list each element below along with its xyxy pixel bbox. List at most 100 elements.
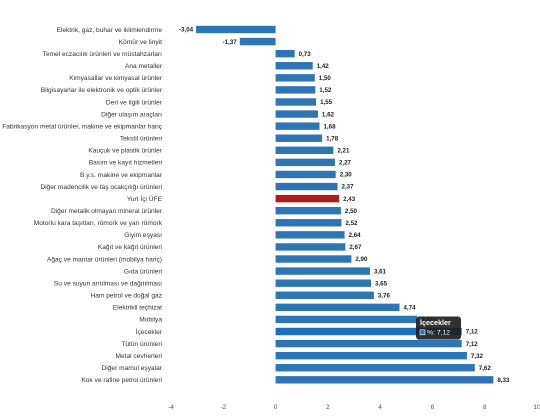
value-label: 2,50: [345, 208, 358, 215]
category-label: Kauçuk ve plastik ürünler: [88, 148, 162, 155]
bar[interactable]: [275, 267, 370, 275]
tooltip-title: İçecekler: [420, 318, 451, 327]
category-label: Diğer ulaşım araçları: [101, 111, 162, 118]
bar[interactable]: [275, 110, 318, 118]
bar[interactable]: [275, 158, 335, 167]
category-label: Kağıt ve kağıt ürünleri: [98, 244, 163, 251]
value-label: 2,90: [355, 256, 368, 263]
value-label: 1,78: [326, 135, 339, 142]
bar[interactable]: [275, 243, 346, 251]
value-label: 1,55: [320, 99, 333, 106]
value-label: 2,43: [343, 196, 356, 203]
value-label: 4,74: [403, 305, 416, 312]
value-label: 1,50: [319, 75, 332, 82]
category-label: Elektrikli teçhizat: [113, 305, 162, 312]
x-tick-label: -4: [168, 404, 174, 411]
value-label: 1,62: [322, 111, 335, 118]
bar[interactable]: [275, 351, 467, 360]
x-tick-label: 4: [378, 404, 382, 411]
value-label: 8,33: [497, 377, 510, 384]
bar[interactable]: [275, 219, 342, 227]
bar[interactable]: [275, 122, 320, 130]
bar[interactable]: [275, 146, 334, 154]
bar[interactable]: [275, 327, 462, 336]
value-label: -1,37: [223, 39, 238, 46]
value-label: 7,62: [479, 365, 492, 372]
bar[interactable]: [275, 315, 418, 324]
category-label: Diğer madencilik ve taş ocakçılığı ürünl…: [40, 184, 162, 191]
bar[interactable]: [275, 98, 317, 106]
category-label: Yurt İçi ÜFE: [127, 194, 163, 203]
bar[interactable]: [275, 364, 475, 372]
value-label: 7,12: [466, 341, 479, 348]
bar[interactable]: [275, 207, 341, 215]
value-label: 1,42: [317, 63, 330, 70]
category-labels-layer: Elektrik, gaz, buhar ve iklimlendirme Köm…: [2, 27, 163, 384]
bar[interactable]: [275, 182, 338, 191]
category-label: Temel eczacılık ürünleri ve müstahzarlar…: [43, 51, 163, 58]
category-label: Kok ve rafine petrol ürünleri: [81, 377, 162, 384]
value-label: 2,30: [340, 172, 353, 179]
value-label: 2,37: [342, 184, 355, 191]
category-label: Ağaç ve mantar ürünleri (mobilya hariç): [47, 256, 162, 263]
value-label: 2,64: [349, 232, 362, 239]
category-label: B.y.s. makine ve ekipmanlar: [80, 172, 163, 179]
bar[interactable]: [275, 86, 316, 94]
bar[interactable]: [275, 170, 336, 179]
bar[interactable]: [275, 291, 374, 299]
category-label: Ham petrol ve doğal gaz: [91, 293, 162, 300]
bars-layer: [196, 25, 494, 384]
bar[interactable]: [275, 303, 400, 312]
category-label: Tekstil ürünleri: [120, 136, 163, 143]
category-label: Motorlu kara taşıtları, römork ve yarı r…: [34, 220, 163, 227]
bar[interactable]: [275, 279, 371, 287]
category-label: Deri ve ilgili ürünler: [106, 99, 163, 106]
category-label: Su ve suyun arıtılması ve dağıtılması: [54, 280, 162, 287]
category-label: Basım ve kayıt hizmetleri: [89, 160, 163, 167]
value-label: 2,27: [339, 160, 352, 167]
bar[interactable]: [275, 49, 295, 58]
category-label: Mobilya: [139, 317, 162, 324]
value-label: -3,04: [179, 27, 194, 34]
value-label: 7,32: [471, 353, 484, 360]
x-tick-label: 0: [274, 404, 278, 411]
value-label: 0,73: [299, 51, 312, 58]
bar[interactable]: [275, 74, 315, 82]
tooltip-label: %: 7,12: [427, 330, 450, 337]
bar[interactable]: [196, 25, 276, 34]
value-label: 3,76: [378, 292, 391, 299]
category-label: Elektrik, gaz, buhar ve iklimlendirme: [56, 27, 162, 34]
bar[interactable]: [275, 194, 340, 203]
value-label: 7,12: [466, 329, 479, 336]
bar[interactable]: [275, 339, 462, 348]
tooltip: İçecekler %: 7,12: [416, 316, 461, 340]
x-tick-label: 6: [431, 404, 435, 411]
category-label: Tütün ürünleri: [121, 341, 162, 348]
bar[interactable]: [275, 134, 323, 142]
category-label: Kimyasallar ve kimyasal ürünler: [69, 75, 163, 82]
category-label: Gıda ürünleri: [124, 268, 163, 275]
category-label: İçecekler: [136, 327, 163, 336]
bar[interactable]: [275, 376, 494, 384]
bar[interactable]: [275, 255, 352, 263]
tooltip-swatch: [419, 329, 426, 336]
category-label: Giyim eşyası: [124, 232, 162, 239]
category-label: Diğer mamul eşyalar: [102, 365, 163, 372]
value-label: 1,68: [323, 123, 336, 130]
value-label: 3,65: [375, 280, 388, 287]
bar[interactable]: [275, 62, 313, 70]
category-label: Kömür ve linyit: [119, 39, 162, 46]
bar[interactable]: [275, 231, 345, 239]
x-tick-label: 8: [483, 404, 487, 411]
category-label: Diğer metalik olmayan mineral ürünler: [51, 208, 163, 215]
category-label: Bilgisayarlar ile elektronik ve optik ür…: [41, 87, 163, 94]
value-label: 1,52: [319, 87, 332, 94]
value-label: 3,61: [374, 268, 387, 275]
x-tick-label: 2: [326, 404, 330, 411]
bar[interactable]: [239, 37, 276, 46]
value-label: 2,21: [337, 148, 350, 155]
x-axis: -4 -2 0 2 4 6 8 10: [168, 404, 540, 411]
x-tick-label: -2: [220, 404, 226, 411]
